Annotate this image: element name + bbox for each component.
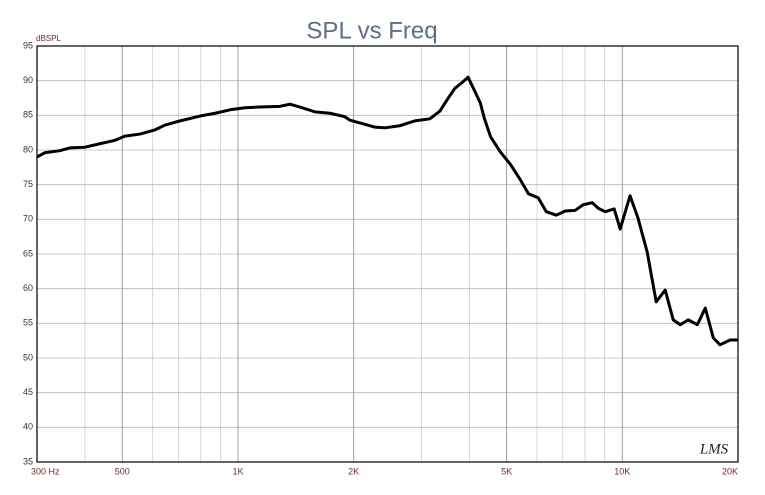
- x-tick-label: 5K: [501, 466, 512, 476]
- y-tick-label: 50: [23, 352, 33, 362]
- x-tick-label: 500: [115, 466, 130, 476]
- y-tick-label: 65: [23, 248, 33, 258]
- x-tick-label: 10K: [614, 466, 630, 476]
- y-tick-label: 35: [23, 456, 33, 466]
- spl-line: [36, 75, 738, 347]
- y-tick-label: 75: [23, 179, 33, 189]
- plot-frame: [36, 45, 739, 463]
- y-tick-label: 85: [23, 110, 33, 120]
- y-tick-label: 80: [23, 144, 33, 154]
- y-tick-label: 70: [23, 214, 33, 224]
- chart-title: SPL vs Freq: [306, 17, 437, 44]
- y-tick-label: 55: [23, 318, 33, 328]
- x-tick-label: 300 Hz: [31, 466, 60, 476]
- x-tick-label: 2K: [348, 466, 359, 476]
- y-tick-label: 45: [23, 387, 33, 397]
- y-tick-label: 90: [23, 75, 33, 85]
- y-tick-label: 95: [23, 40, 33, 50]
- x-tick-label: 1K: [232, 466, 243, 476]
- y-tick-label: 60: [23, 283, 33, 293]
- y-axis-label: dBSPL: [36, 34, 61, 43]
- x-tick-label: 20K: [722, 466, 738, 476]
- y-tick-label: 40: [23, 422, 33, 432]
- watermark: LMS: [699, 441, 729, 457]
